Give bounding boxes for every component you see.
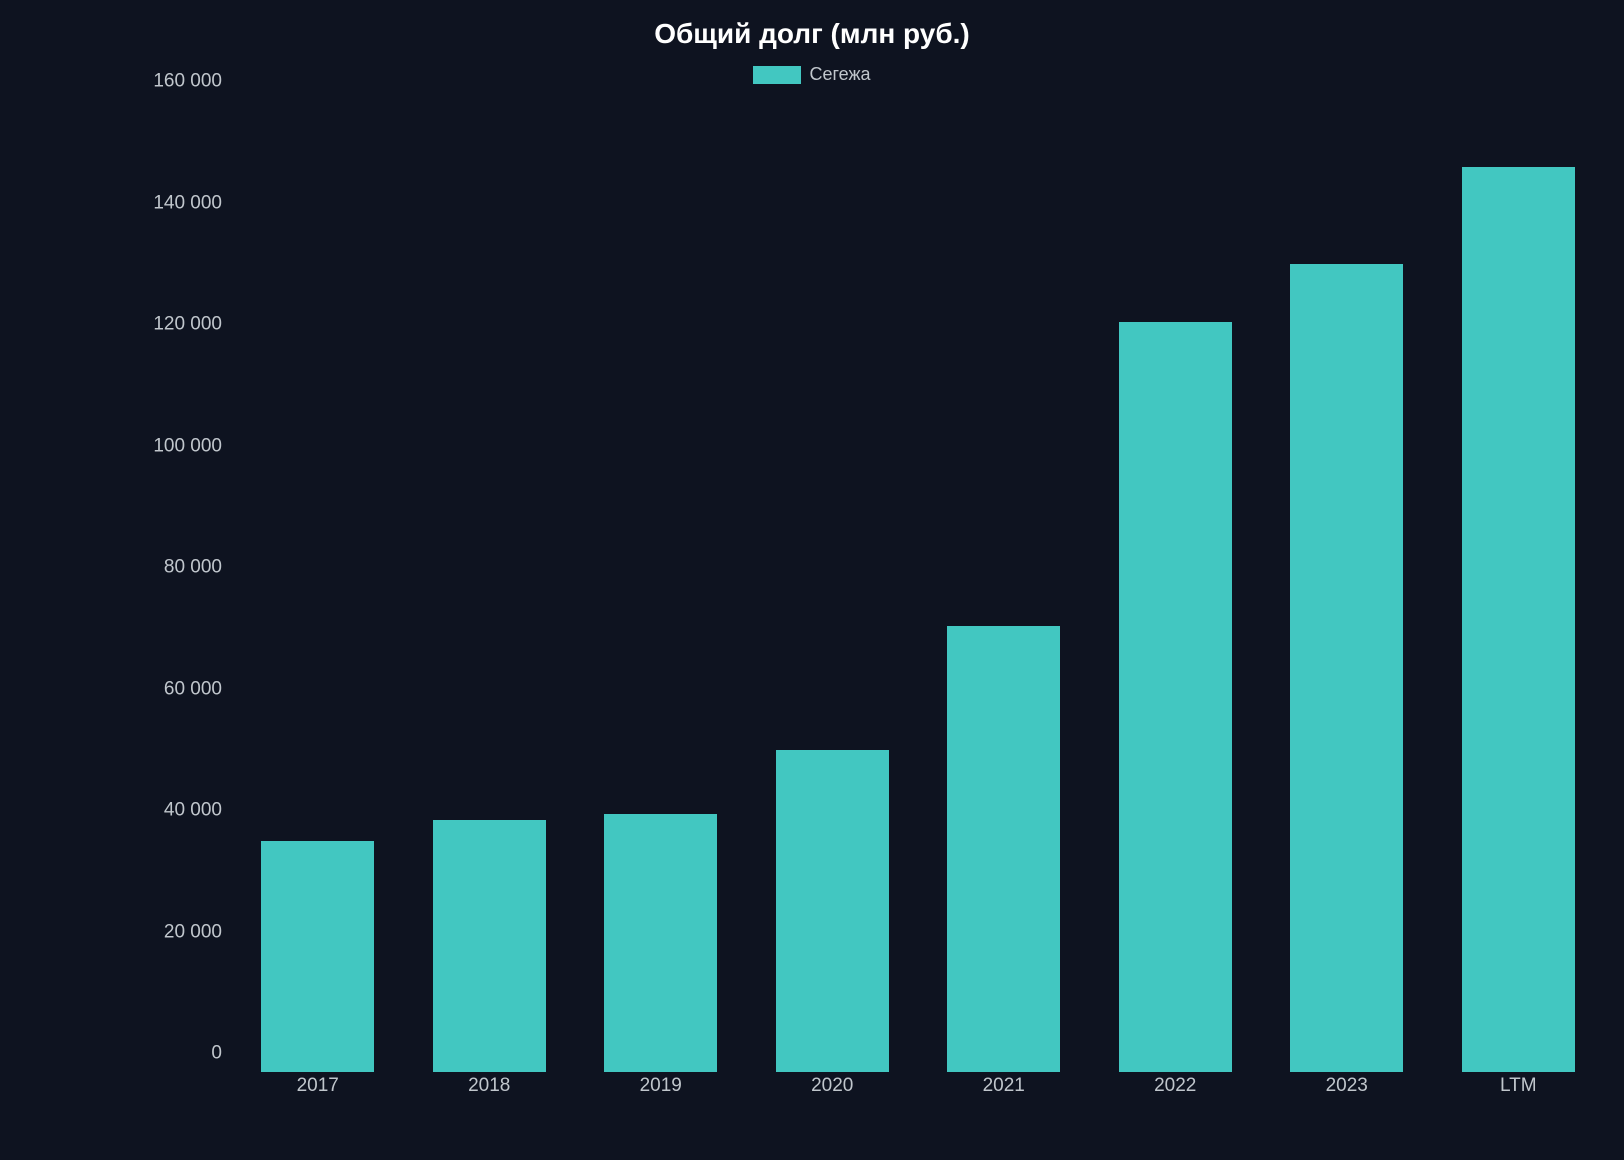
x-labels: 2017201820192020202120222023LTM — [232, 1072, 1604, 1100]
bar-slot — [404, 100, 576, 1072]
x-axis-label: 2020 — [747, 1072, 919, 1100]
bar-slot — [1090, 100, 1262, 1072]
bar[interactable] — [433, 820, 546, 1072]
bar[interactable] — [947, 626, 1060, 1073]
bar[interactable] — [776, 750, 889, 1072]
bar[interactable] — [1290, 264, 1403, 1072]
bar-slot — [918, 100, 1090, 1072]
x-axis-label: LTM — [1433, 1072, 1605, 1100]
chart-title: Общий долг (млн руб.) — [0, 18, 1624, 50]
bar-slot — [747, 100, 919, 1072]
x-axis-label: 2021 — [918, 1072, 1090, 1100]
y-axis-label: 160 000 — [102, 72, 222, 91]
y-axis-label: 140 000 — [102, 193, 222, 212]
bar-chart: Общий долг (млн руб.) Сегежа 020 00040 0… — [0, 0, 1624, 1160]
y-axis-label: 100 000 — [102, 436, 222, 455]
x-axis-label: 2017 — [232, 1072, 404, 1100]
plot-inner: 020 00040 00060 00080 000100 000120 0001… — [232, 100, 1604, 1072]
bar[interactable] — [604, 814, 717, 1072]
y-axis-label: 80 000 — [102, 558, 222, 577]
y-axis-label: 20 000 — [102, 922, 222, 941]
y-axis-label: 40 000 — [102, 801, 222, 820]
x-axis-label: 2019 — [575, 1072, 747, 1100]
y-axis-label: 60 000 — [102, 679, 222, 698]
chart-legend: Сегежа — [0, 64, 1624, 89]
y-axis-label: 0 — [102, 1044, 222, 1063]
bar-slot — [575, 100, 747, 1072]
y-axis-label: 120 000 — [102, 315, 222, 334]
x-axis-label: 2018 — [404, 1072, 576, 1100]
legend-item: Сегежа — [753, 64, 870, 85]
bar[interactable] — [1119, 322, 1232, 1072]
bar[interactable] — [261, 841, 374, 1072]
x-axis-label: 2023 — [1261, 1072, 1433, 1100]
bar-slot — [1433, 100, 1605, 1072]
x-axis-label: 2022 — [1090, 1072, 1262, 1100]
plot-area: 020 00040 00060 00080 000100 000120 0001… — [200, 100, 1604, 1100]
bar[interactable] — [1462, 167, 1575, 1072]
bar-slot — [1261, 100, 1433, 1072]
legend-swatch — [753, 66, 801, 84]
bar-slot — [232, 100, 404, 1072]
bars-container — [232, 100, 1604, 1072]
legend-label: Сегежа — [809, 64, 870, 85]
